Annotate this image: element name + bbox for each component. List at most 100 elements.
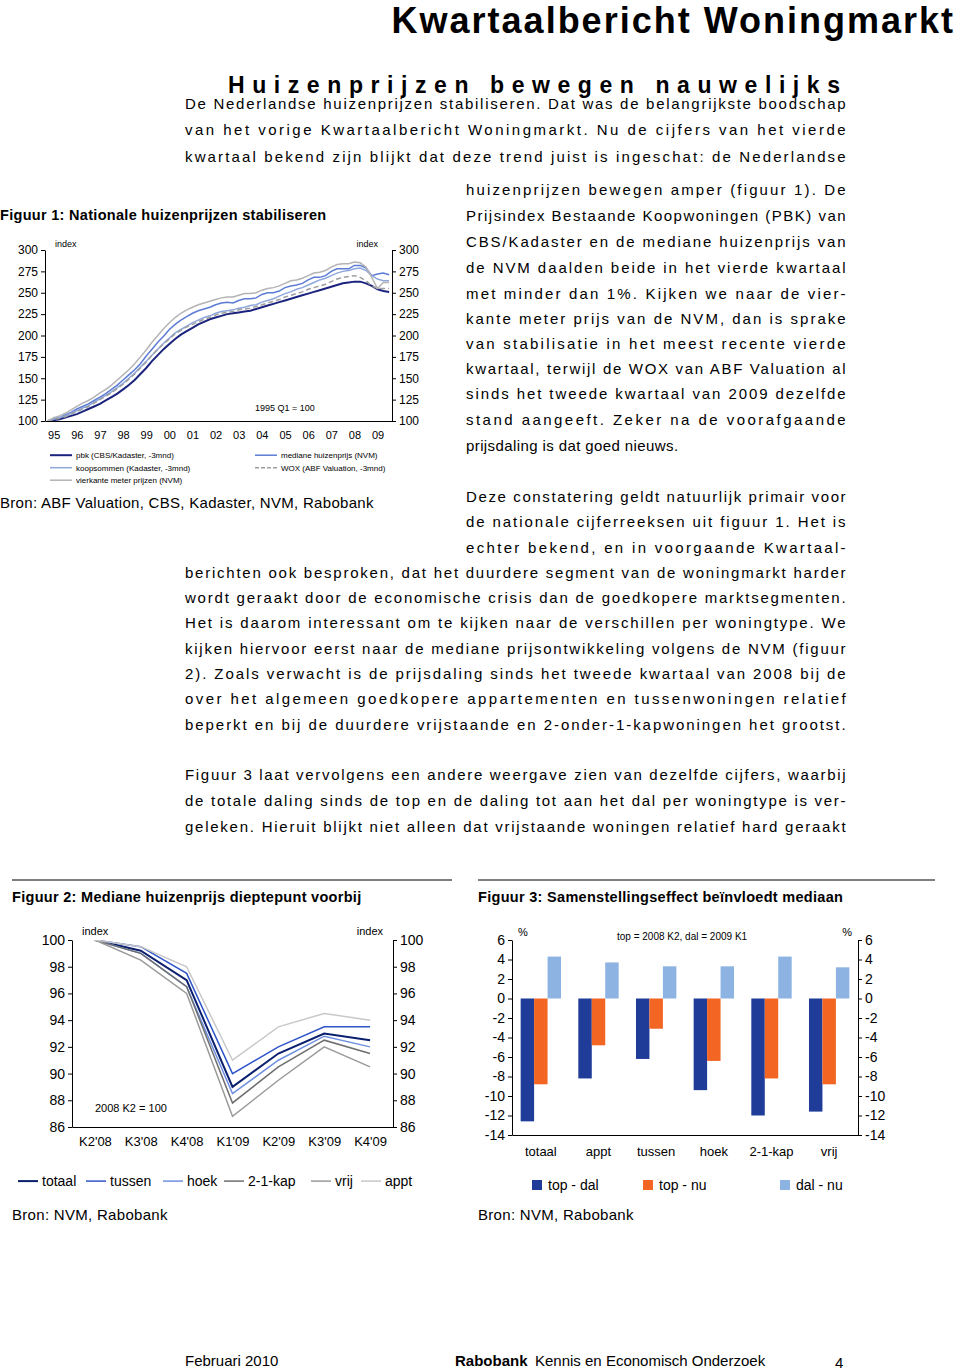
tick-mark [392, 293, 396, 294]
tick-mark [68, 1100, 72, 1101]
annotation: 1995 Q1 = 100 [255, 403, 315, 413]
tick: 96 [71, 421, 83, 441]
legend: top - daltop - nudal - nu [532, 1177, 843, 1193]
header: Kwartaalbericht Woningmarkt [392, 0, 955, 41]
tick-mark [393, 1100, 397, 1101]
bar-series [548, 957, 850, 999]
tick-label: 100 [399, 414, 419, 428]
tick-label: 2 [865, 971, 873, 987]
legend-swatch [18, 1180, 38, 1182]
page-canvas: Kwartaalbericht WoningmarktHuizenprijzen… [0, 0, 960, 1371]
tick-mark [41, 250, 45, 251]
text-line: 2). Zoals verwacht is de prijsdaling sin… [185, 665, 846, 682]
tick: 01 [187, 421, 199, 441]
tick: 09 [372, 421, 384, 441]
separator [12, 880, 452, 881]
tick: 2-1-kap [749, 1135, 793, 1159]
legend-label: 2-1-kap [248, 1173, 296, 1189]
tick: 98 [49, 959, 72, 975]
text-line: prijsdaling is dat goed nieuws. [466, 437, 679, 454]
tick-label: 96 [49, 985, 65, 1001]
legend-swatch [532, 1180, 542, 1190]
tick-mark [41, 400, 45, 401]
bar [778, 957, 791, 999]
tick-label: -6 [493, 1049, 506, 1065]
tick: -12 [858, 1107, 885, 1123]
tick-mark [392, 336, 396, 337]
tick-mark [508, 979, 512, 980]
tick-label: 100 [42, 932, 66, 948]
line-series [48, 268, 389, 421]
axis-title: % [842, 926, 852, 938]
tick: 175 [18, 350, 45, 364]
tick: K3'08 [125, 1127, 158, 1149]
tick: 07 [326, 421, 338, 441]
tick: 98 [393, 959, 416, 975]
tick-mark [508, 940, 512, 941]
tick: 05 [279, 421, 291, 441]
tick-mark [68, 967, 72, 968]
annotation: 2008 K2 = 100 [95, 1102, 167, 1114]
bar [578, 999, 591, 1079]
tick: 98 [117, 421, 129, 441]
tick-label: 06 [303, 429, 315, 441]
tick-label: 225 [399, 307, 419, 321]
bar [751, 999, 764, 1116]
tick-label: 86 [49, 1119, 65, 1135]
tick: 100 [392, 414, 419, 428]
bar [605, 962, 618, 998]
tick-mark [508, 1096, 512, 1097]
line-series [95, 940, 370, 1074]
legend-swatch [50, 454, 72, 456]
axis-line [513, 1135, 859, 1136]
bar [765, 999, 778, 1079]
tick-label: 98 [400, 959, 416, 975]
legend-label: vierkante meter prijzen (NVM) [76, 476, 183, 485]
value-axis: -14-12-10-8-6-4-20246 [858, 932, 885, 1143]
tick: 96 [49, 985, 72, 1001]
annotation: top = 2008 K2, dal = 2009 K1 [617, 931, 748, 942]
legend-swatch [50, 467, 72, 469]
value-axis: -14-12-10-8-6-4-20246 [485, 932, 513, 1143]
tick: 4 [497, 951, 512, 967]
legend-item: top - nu [643, 1177, 706, 1193]
bar [663, 966, 676, 998]
tick-mark [41, 314, 45, 315]
tick: 0 [497, 990, 512, 1006]
text-line: sinds het tweede kwartaal van 2009 dezel… [466, 385, 846, 402]
tick: vrij [821, 1135, 838, 1159]
tick-label: 92 [400, 1039, 416, 1055]
legend-label: hoek [187, 1173, 218, 1189]
tick-label: K4'09 [354, 1134, 387, 1149]
tick: K4'09 [354, 1127, 387, 1149]
tick: 200 [392, 329, 419, 343]
tick-label: 00 [164, 429, 176, 441]
text-line: over het algemeen goedkopere appartement… [185, 690, 846, 707]
tick: K2'08 [79, 1127, 112, 1149]
tick-label: -2 [493, 1010, 506, 1026]
tick-mark [68, 993, 72, 994]
legend-item: vierkante meter prijzen (NVM) [50, 476, 183, 485]
legend-label: tussen [110, 1173, 151, 1189]
tick-label: 100 [400, 932, 424, 948]
tick: 300 [18, 243, 45, 257]
tick: 97 [94, 421, 106, 441]
text-line: Deze constatering geldt natuurlijk prima… [466, 488, 846, 505]
tick-mark [508, 1135, 512, 1136]
legend-label: dal - nu [796, 1177, 843, 1193]
legend-swatch [255, 454, 277, 456]
tick-label: 200 [399, 329, 419, 343]
tick: -10 [858, 1088, 885, 1104]
bar-series [534, 999, 836, 1085]
tick-label: 07 [326, 429, 338, 441]
tick-label: 98 [117, 429, 129, 441]
tick: 2 [497, 971, 512, 987]
tick-label: 250 [18, 286, 38, 300]
legend-label: koopsommen (Kadaster, -3mnd) [76, 464, 191, 473]
legend-item: appt [361, 1173, 412, 1189]
tick-mark [41, 357, 45, 358]
tick-label: 94 [49, 1012, 65, 1028]
source: Bron: ABF Valuation, CBS, Kadaster, NVM,… [0, 494, 374, 511]
tick: 92 [49, 1039, 72, 1055]
text-line: echter bekend, en in voorgaande Kwartaal… [466, 539, 846, 556]
